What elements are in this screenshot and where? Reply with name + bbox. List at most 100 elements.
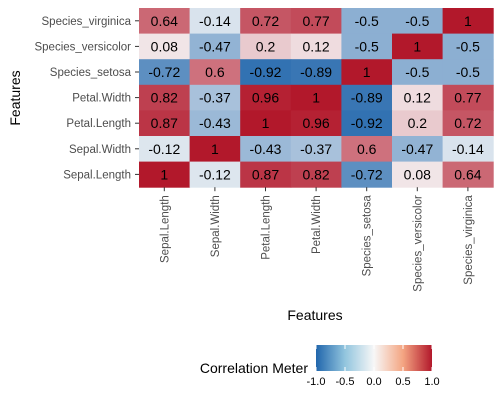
cell-value-label: -0.14 — [199, 13, 231, 29]
legend-color-bar — [316, 345, 432, 371]
x-tick-label: Petal.Width — [311, 195, 323, 254]
heatmap-cell — [240, 59, 292, 86]
cell-value-label: 1 — [160, 166, 168, 182]
cell-value-label: 0.82 — [302, 166, 329, 182]
cell-value-label: 0.6 — [357, 141, 377, 157]
heatmap-cell — [442, 136, 494, 163]
cell-value-label: 0.87 — [151, 115, 178, 131]
heatmap-cell — [139, 161, 191, 188]
heatmap-cell — [392, 110, 444, 137]
x-tick-label: Petal.Length — [261, 195, 273, 260]
color-legend: Correlation Meter -1.0 -0.5 0.0 0.5 1.0 — [200, 345, 440, 388]
cell-value-label: -0.5 — [456, 64, 480, 80]
heatmap-cell — [290, 136, 342, 163]
cell-value-label: 0.96 — [252, 90, 279, 106]
heatmap-cell — [240, 136, 292, 163]
cell-value-label: -0.43 — [250, 141, 282, 157]
legend-title: Correlation Meter — [200, 360, 308, 376]
cell-value-label: -0.37 — [199, 90, 231, 106]
heatmap-cell — [442, 161, 494, 188]
legend-tick-label: -0.5 — [336, 376, 355, 388]
heatmap-cell — [290, 161, 342, 188]
cell-value-label: -0.5 — [405, 64, 429, 80]
heatmap-cell — [290, 8, 342, 35]
cell-value-label: 1 — [363, 64, 371, 80]
cell-value-label: -0.72 — [148, 64, 180, 80]
cell-value-label: -0.5 — [405, 13, 429, 29]
cell-value-label: 1 — [262, 115, 270, 131]
cell-value-label: -0.12 — [199, 166, 231, 182]
heatmap-cell — [189, 84, 241, 111]
legend-ticks: -1.0 -0.5 0.0 0.5 1.0 — [307, 345, 440, 388]
cell-value-label: -0.92 — [250, 64, 282, 80]
cell-value-label: 0.08 — [151, 38, 178, 54]
legend-tick-label: 0.5 — [395, 376, 410, 388]
cell-value-label: 0.12 — [404, 90, 431, 106]
cell-value-label: 0.96 — [302, 115, 329, 131]
heatmap-cell — [240, 8, 292, 35]
cell-value-label: -0.5 — [355, 13, 379, 29]
heatmap-cell — [240, 110, 292, 137]
cell-value-label: -0.37 — [300, 141, 332, 157]
cell-value-label: -0.43 — [199, 115, 231, 131]
cell-value-label: 0.87 — [252, 166, 279, 182]
heatmap-cell — [442, 8, 494, 35]
y-axis-tick-labels: Species_virginica Species_versicolor Speci… — [34, 16, 139, 181]
y-tick-label: Species_setosa — [50, 67, 132, 79]
x-tick-label: Sepal.Width — [210, 195, 222, 257]
heatmap-cell — [189, 33, 241, 60]
heatmap-cell — [392, 33, 444, 60]
heatmap-cell — [139, 84, 191, 111]
heatmap-cell — [392, 136, 444, 163]
heatmap-cell — [341, 136, 393, 163]
cell-value-label: 0.77 — [454, 90, 481, 106]
heatmap-cell — [341, 84, 393, 111]
cell-value-label: 0.2 — [408, 115, 428, 131]
heatmap-cell — [392, 84, 444, 111]
cell-value-label: 1 — [413, 38, 421, 54]
cell-value-label: 0.64 — [454, 166, 481, 182]
heatmap-cell — [341, 8, 393, 35]
cell-value-label: 0.72 — [454, 115, 481, 131]
legend-tick-label: -1.0 — [307, 376, 326, 388]
heatmap-cell — [341, 110, 393, 137]
x-tick-label: Species_setosa — [362, 195, 374, 277]
cell-value-label: 1 — [312, 90, 320, 106]
y-tick-label: Sepal.Length — [63, 169, 131, 181]
y-tick-label: Sepal.Width — [69, 144, 131, 156]
y-axis-title: Features — [7, 70, 23, 125]
y-tick-label: Petal.Width — [72, 93, 131, 105]
cell-value-label: -0.89 — [351, 90, 383, 106]
cell-value-label: 1 — [464, 13, 472, 29]
heatmap-cell — [290, 110, 342, 137]
heatmap-cell — [392, 59, 444, 86]
heatmap-cells: 0.64 -0.14 0.72 0.77 -0.5 -0.5 1 0.08 -0.47 0.2 0.… — [139, 8, 494, 188]
heatmap-cell — [189, 110, 241, 137]
heatmap-cell — [341, 33, 393, 60]
heatmap-cell — [392, 161, 444, 188]
cell-value-label: 1 — [211, 141, 219, 157]
heatmap-cell — [442, 33, 494, 60]
cell-value-label: 0.77 — [302, 13, 329, 29]
heatmap-cell — [139, 8, 191, 35]
cell-value-label: 0.82 — [151, 90, 178, 106]
heatmap-cell — [341, 59, 393, 86]
y-tick-label: Petal.Length — [66, 118, 131, 130]
heatmap-cell — [392, 8, 444, 35]
heatmap-cell — [139, 33, 191, 60]
heatmap-cell — [290, 33, 342, 60]
cell-value-label: -0.5 — [456, 38, 480, 54]
cell-value-label: -0.47 — [401, 141, 433, 157]
x-tick-label: Sepal.Length — [159, 195, 171, 263]
cell-value-label: 0.64 — [151, 13, 178, 29]
heatmap-cell — [189, 161, 241, 188]
heatmap-cell — [442, 110, 494, 137]
cell-value-label: -0.12 — [148, 141, 180, 157]
cell-value-label: -0.47 — [199, 38, 231, 54]
y-tick-label: Species_virginica — [42, 16, 132, 28]
heatmap-cell — [189, 136, 241, 163]
heatmap-cell — [442, 59, 494, 86]
heatmap-cell — [139, 136, 191, 163]
legend-tick-label: 0.0 — [366, 376, 381, 388]
